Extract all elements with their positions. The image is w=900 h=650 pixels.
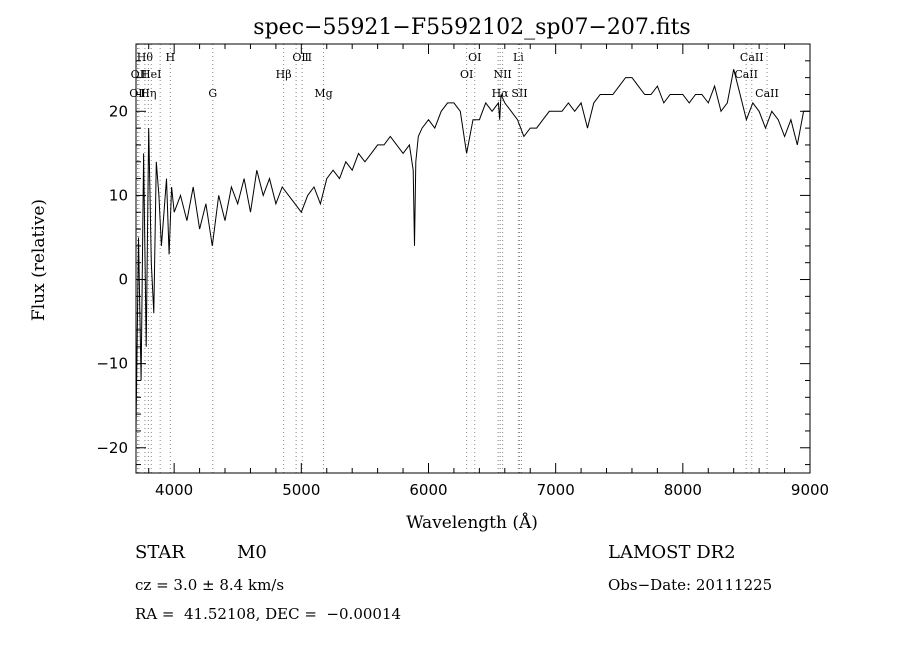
line-marker-label: Mg xyxy=(314,87,332,100)
x-axis-label: Wavelength (Å) xyxy=(406,512,538,533)
line-marker-label: G xyxy=(208,87,217,100)
x-tick-label: 6000 xyxy=(409,481,447,499)
object-subclass: M0 xyxy=(237,542,267,563)
y-tick-label: 0 xyxy=(118,271,128,289)
line-marker-label: HeI xyxy=(141,68,161,81)
x-tick-label: 5000 xyxy=(282,481,320,499)
line-marker-label: SII xyxy=(511,87,527,100)
plot-frame xyxy=(135,43,811,474)
chart-title: spec−55921−F5592102_sp07−207.fits xyxy=(253,15,690,40)
plot-axes: 4000 5000 6000 7000 8000 9000 −20 −10 0 10 20 xyxy=(96,43,829,499)
x-tick-label: 7000 xyxy=(537,481,575,499)
line-marker-label: Hη xyxy=(140,87,156,100)
line-marker-label: OⅡ xyxy=(129,87,146,100)
line-marker-label: Li xyxy=(513,51,524,64)
line-marker-label: CaII xyxy=(734,68,758,81)
spectrum-line xyxy=(135,69,810,431)
line-marker-label: NII xyxy=(493,68,511,81)
line-marker-label: CaII xyxy=(755,87,779,100)
line-marker-label: OI xyxy=(468,51,481,64)
observation-date: Obs−Date: 20111225 xyxy=(608,576,773,594)
line-marker-label: CaII xyxy=(740,51,764,64)
object-class: STAR xyxy=(135,542,185,563)
line-marker-label: Hα xyxy=(492,87,510,100)
x-tick-label: 4000 xyxy=(155,481,193,499)
y-tick-label: 20 xyxy=(109,102,128,120)
line-marker-label: H xyxy=(166,51,176,64)
line-marker-label: OI xyxy=(460,68,473,81)
x-tick-label: 9000 xyxy=(791,481,829,499)
y-tick-label: 10 xyxy=(109,186,128,204)
spectrum-series xyxy=(135,69,810,431)
y-axis-label: Flux (relative) xyxy=(29,199,49,321)
survey-name: LAMOST DR2 xyxy=(608,542,736,563)
x-tick-label: 8000 xyxy=(664,481,702,499)
line-marker-label: OⅢ xyxy=(292,51,312,64)
y-tick-label: −10 xyxy=(96,355,128,373)
y-tick-label: −20 xyxy=(96,439,128,457)
line-marker-label: OⅡ xyxy=(131,68,148,81)
sky-coordinates: RA = 41.52108, DEC = −0.00014 xyxy=(135,605,402,623)
emission-line-markers: OⅡOⅡHθHηHeIHGHβOⅢMgOIOIHαNIILiSIICaIICaI… xyxy=(129,44,779,473)
line-marker-label: Hβ xyxy=(276,68,292,81)
redshift-cz: cz = 3.0 ± 8.4 km/s xyxy=(135,576,285,594)
